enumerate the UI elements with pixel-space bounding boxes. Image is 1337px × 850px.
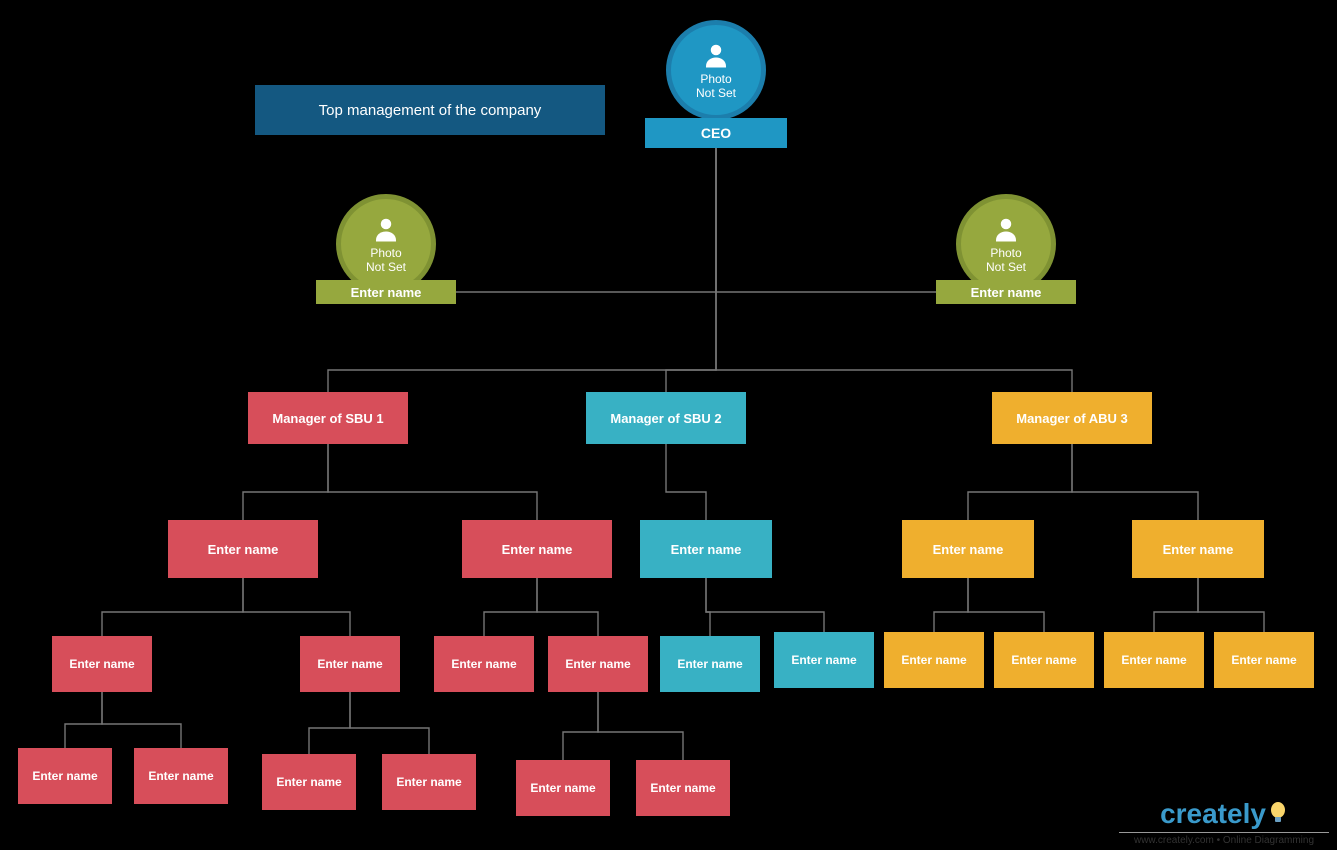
edge-r2-r2b <box>537 578 598 636</box>
edge-g1-g1b <box>968 578 1044 632</box>
node-m1: Manager of SBU 1 <box>248 392 408 444</box>
node-r1bb: Enter name <box>382 754 476 810</box>
node-g2a: Enter name <box>1104 632 1204 688</box>
photo-not-set-label: PhotoNot Set <box>366 246 406 274</box>
node-r2: Enter name <box>462 520 612 578</box>
node-r1ab: Enter name <box>134 748 228 804</box>
edge-r1a-r1aa <box>65 692 102 748</box>
l2b-photo: PhotoNot Set <box>956 194 1056 294</box>
node-r1b: Enter name <box>300 636 400 692</box>
node-g2b: Enter name <box>1214 632 1314 688</box>
node-t1a: Enter name <box>660 636 760 692</box>
edge-t1-t1a <box>706 578 710 636</box>
edge-m2-t1 <box>666 444 706 520</box>
edge-r2b-r2bb <box>598 692 683 760</box>
edge-m1-r2 <box>328 444 537 520</box>
node-m2: Manager of SBU 2 <box>586 392 746 444</box>
node-ceo: CEO <box>645 118 787 148</box>
edge-m1-r1 <box>243 444 328 520</box>
node-l2b: Enter name <box>936 280 1076 304</box>
person-icon <box>371 214 401 244</box>
edge-r1-r1a <box>102 578 243 636</box>
edge-r1-r1b <box>243 578 350 636</box>
person-icon <box>991 214 1021 244</box>
edge-t1-t1b <box>706 578 824 632</box>
org-chart-canvas: creately www.creately.com • Online Diagr… <box>0 0 1337 850</box>
node-r1ba: Enter name <box>262 754 356 810</box>
node-l2a: Enter name <box>316 280 456 304</box>
edge-m3-g1 <box>968 444 1072 520</box>
node-r2ba: Enter name <box>516 760 610 816</box>
watermark-sub: www.creately.com • Online Diagramming <box>1119 832 1329 846</box>
creately-watermark: creately www.creately.com • Online Diagr… <box>1119 798 1329 846</box>
edge-r2-r2a <box>484 578 537 636</box>
node-r2a: Enter name <box>434 636 534 692</box>
node-r1: Enter name <box>168 520 318 578</box>
person-icon <box>701 40 731 70</box>
edge-g2-g2a <box>1154 578 1198 632</box>
edge-r1b-r1ba <box>309 692 350 754</box>
edge-ceo-m2 <box>666 148 716 392</box>
edge-m3-g2 <box>1072 444 1198 520</box>
node-r1aa: Enter name <box>18 748 112 804</box>
node-r2b: Enter name <box>548 636 648 692</box>
node-t1: Enter name <box>640 520 772 578</box>
edge-r1b-r1bb <box>350 692 429 754</box>
photo-not-set-label: PhotoNot Set <box>696 72 736 100</box>
edge-r2b-r2ba <box>563 692 598 760</box>
edge-g2-g2b <box>1198 578 1264 632</box>
l2a-photo: PhotoNot Set <box>336 194 436 294</box>
watermark-brand: creately <box>1160 798 1266 830</box>
edge-r1a-r1ab <box>102 692 181 748</box>
edge-ceo-l2a <box>386 148 716 292</box>
node-r2bb: Enter name <box>636 760 730 816</box>
node-r1a: Enter name <box>52 636 152 692</box>
node-t1b: Enter name <box>774 632 874 688</box>
edge-g1-g1a <box>934 578 968 632</box>
node-g1: Enter name <box>902 520 1034 578</box>
node-g1b: Enter name <box>994 632 1094 688</box>
node-g2: Enter name <box>1132 520 1264 578</box>
ceo-photo: PhotoNot Set <box>666 20 766 120</box>
lightbulb-icon <box>1268 800 1288 830</box>
photo-not-set-label: PhotoNot Set <box>986 246 1026 274</box>
header-banner: Top management of the company <box>255 85 605 135</box>
node-g1a: Enter name <box>884 632 984 688</box>
node-m3: Manager of ABU 3 <box>992 392 1152 444</box>
